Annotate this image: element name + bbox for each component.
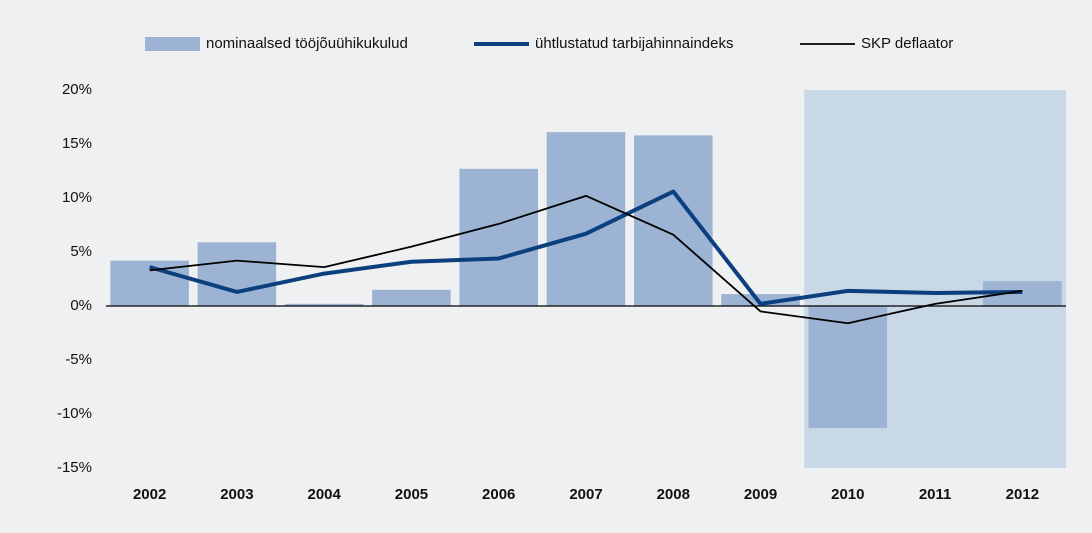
- bar: [284, 303, 364, 306]
- bar: [459, 168, 538, 306]
- bar: [197, 242, 277, 306]
- y-tick-label: -10%: [57, 405, 92, 422]
- x-tick-label: 2005: [395, 486, 428, 503]
- y-tick-label: 20%: [62, 81, 92, 98]
- bar: [372, 289, 451, 306]
- x-tick-label: 2011: [919, 486, 952, 503]
- line-series: [149, 194, 1023, 325]
- x-tick-label: 2012: [1006, 486, 1039, 503]
- x-tick-label: 2010: [831, 486, 864, 503]
- y-tick-label: 15%: [62, 135, 92, 152]
- line-series: [149, 189, 1023, 306]
- y-tick-label: 0%: [70, 297, 92, 314]
- x-tick-label: 2007: [569, 486, 602, 503]
- y-tick-label: -5%: [65, 351, 92, 368]
- x-tick-label: 2006: [482, 486, 515, 503]
- x-tick-label: 2002: [133, 486, 166, 503]
- bar: [721, 294, 800, 306]
- x-tick-label: 2008: [657, 486, 690, 503]
- legend-label: nominaalsed tööjõuühikukulud: [206, 35, 408, 52]
- legend-label: ühtlustatud tarbijahinnaindeks: [535, 35, 733, 52]
- y-tick-label: 10%: [62, 189, 92, 206]
- y-tick-label: 5%: [70, 243, 92, 260]
- x-tick-label: 2004: [307, 486, 341, 503]
- bar: [634, 135, 713, 306]
- x-tick-label: 2009: [744, 486, 777, 503]
- legend-swatch: [145, 37, 200, 51]
- bar: [808, 306, 888, 429]
- x-tick-label: 2003: [220, 486, 253, 503]
- legend-label: SKP deflaator: [861, 35, 953, 52]
- y-tick-label: -15%: [57, 459, 92, 476]
